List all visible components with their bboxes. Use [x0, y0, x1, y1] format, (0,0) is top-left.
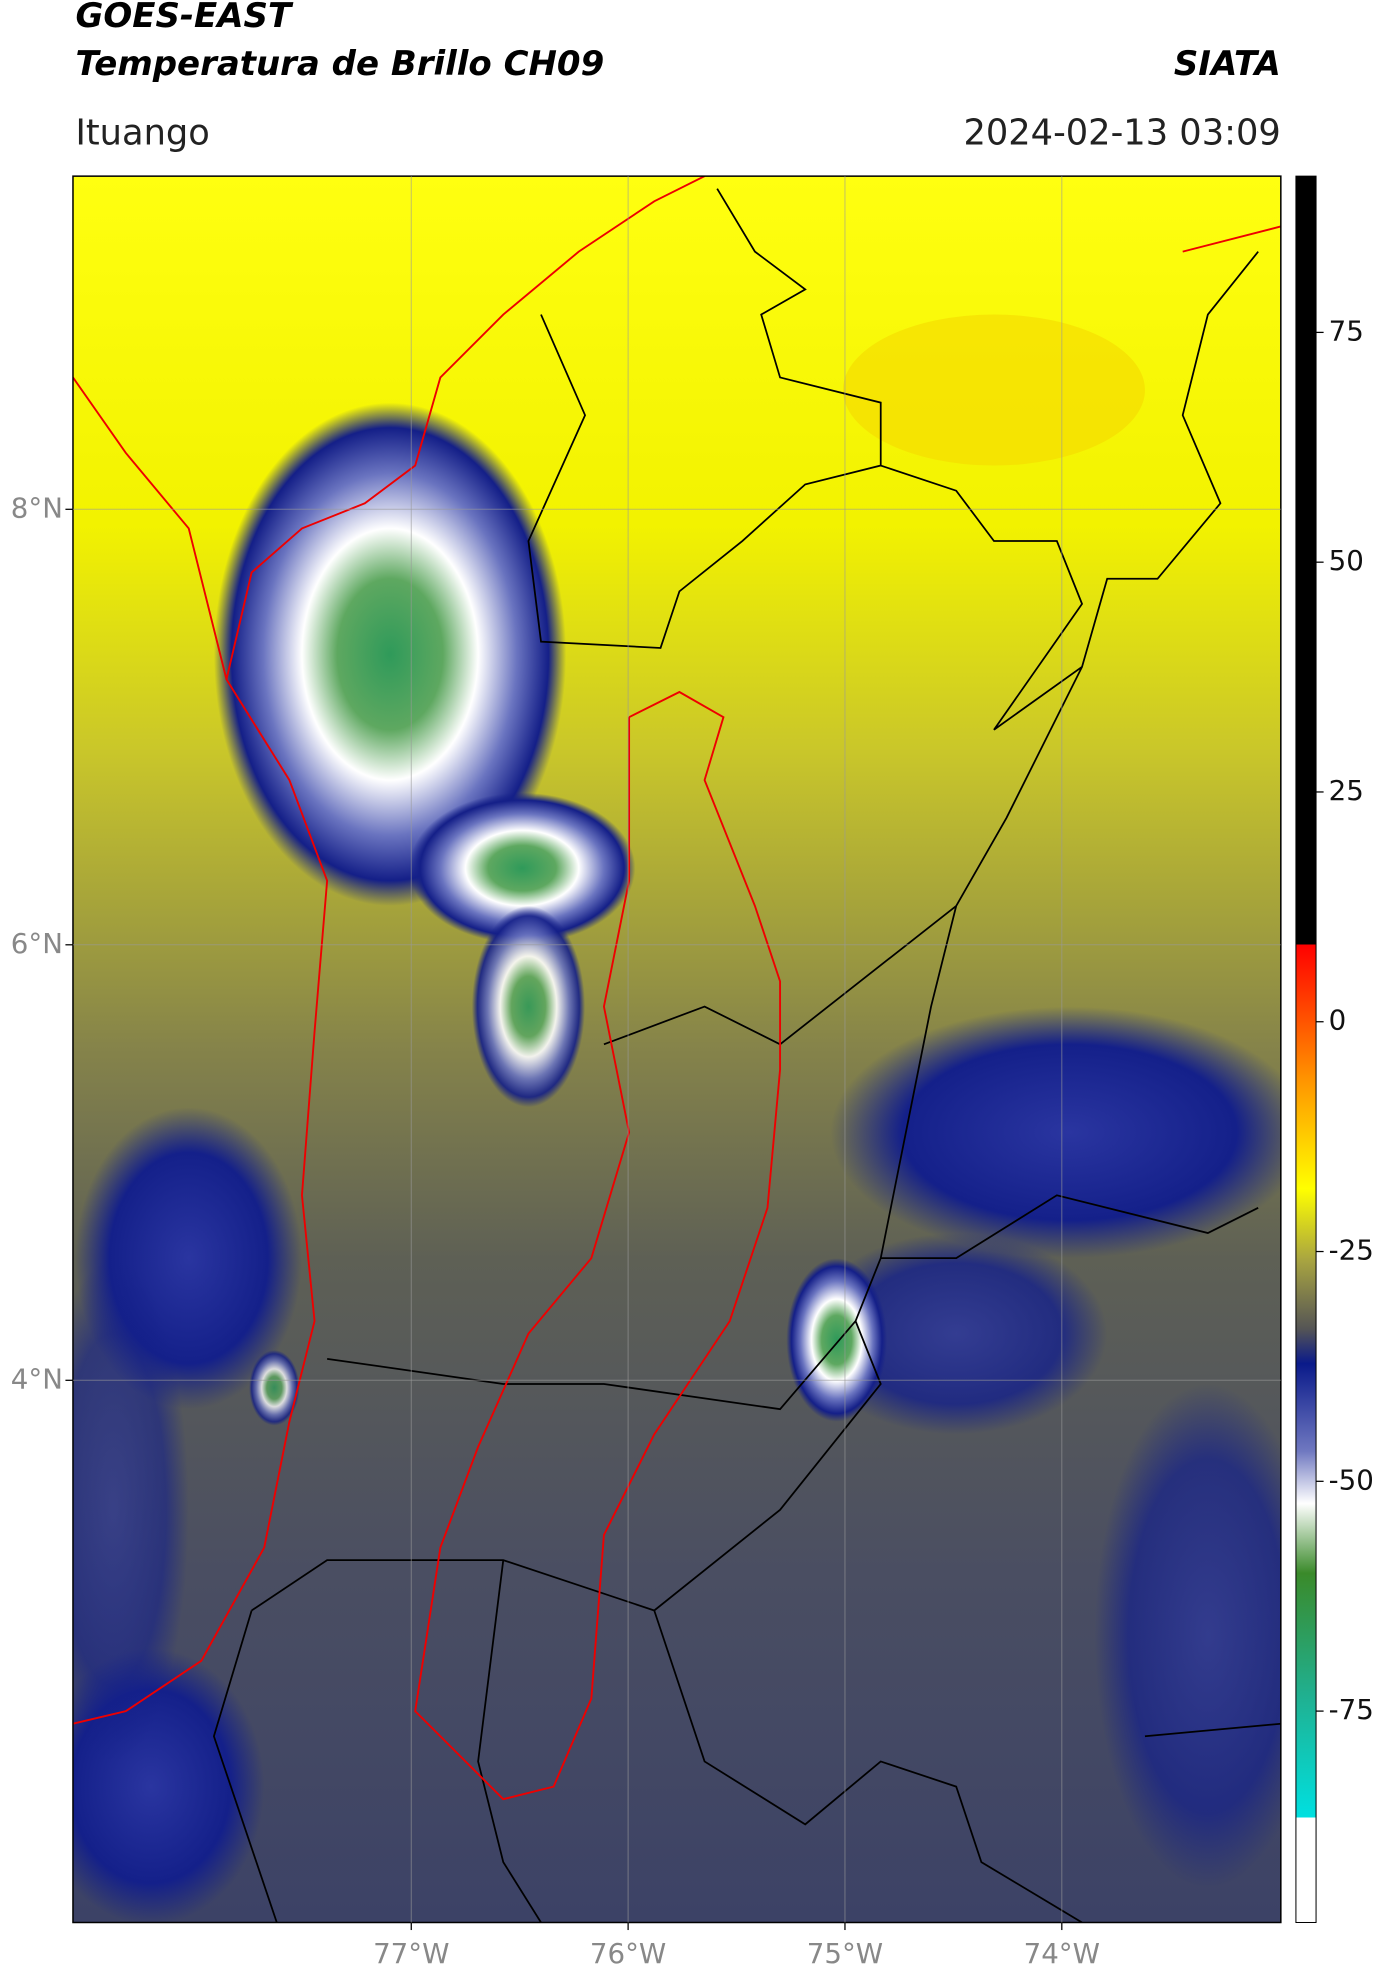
- satellite: GOES-EAST: [75, 0, 293, 36]
- y-tick-label: 8°N: [11, 491, 63, 524]
- agency: SIATA: [1174, 44, 1281, 84]
- map-image: [72, 176, 1281, 1923]
- x-tick-label: 74°W: [1024, 1937, 1100, 1970]
- colorbar-tick-label: 0: [1329, 1004, 1347, 1037]
- y-tick-label: 4°N: [11, 1362, 63, 1395]
- colorbar-tick-label: 75: [1329, 314, 1364, 347]
- colorbar-tick-label: 50: [1329, 544, 1364, 577]
- product: Temperatura de Brillo CH09: [75, 44, 604, 84]
- colorbar-tick-label: -75: [1329, 1693, 1374, 1726]
- datetime: 2024-02-13 03:09: [963, 113, 1280, 154]
- map-frame: [72, 175, 1282, 1924]
- x-tick-label: 77°W: [373, 1937, 449, 1970]
- location: Ituango: [75, 113, 209, 154]
- colorbar-tick-label: 25: [1329, 774, 1364, 807]
- colorbar-tick-label: -50: [1329, 1463, 1374, 1496]
- colorbar-tick-label: -25: [1329, 1234, 1374, 1267]
- x-tick-label: 75°W: [807, 1937, 883, 1970]
- x-tick-label: 76°W: [590, 1937, 666, 1970]
- y-tick-label: 6°N: [11, 927, 63, 960]
- colorbar: [1295, 175, 1317, 1923]
